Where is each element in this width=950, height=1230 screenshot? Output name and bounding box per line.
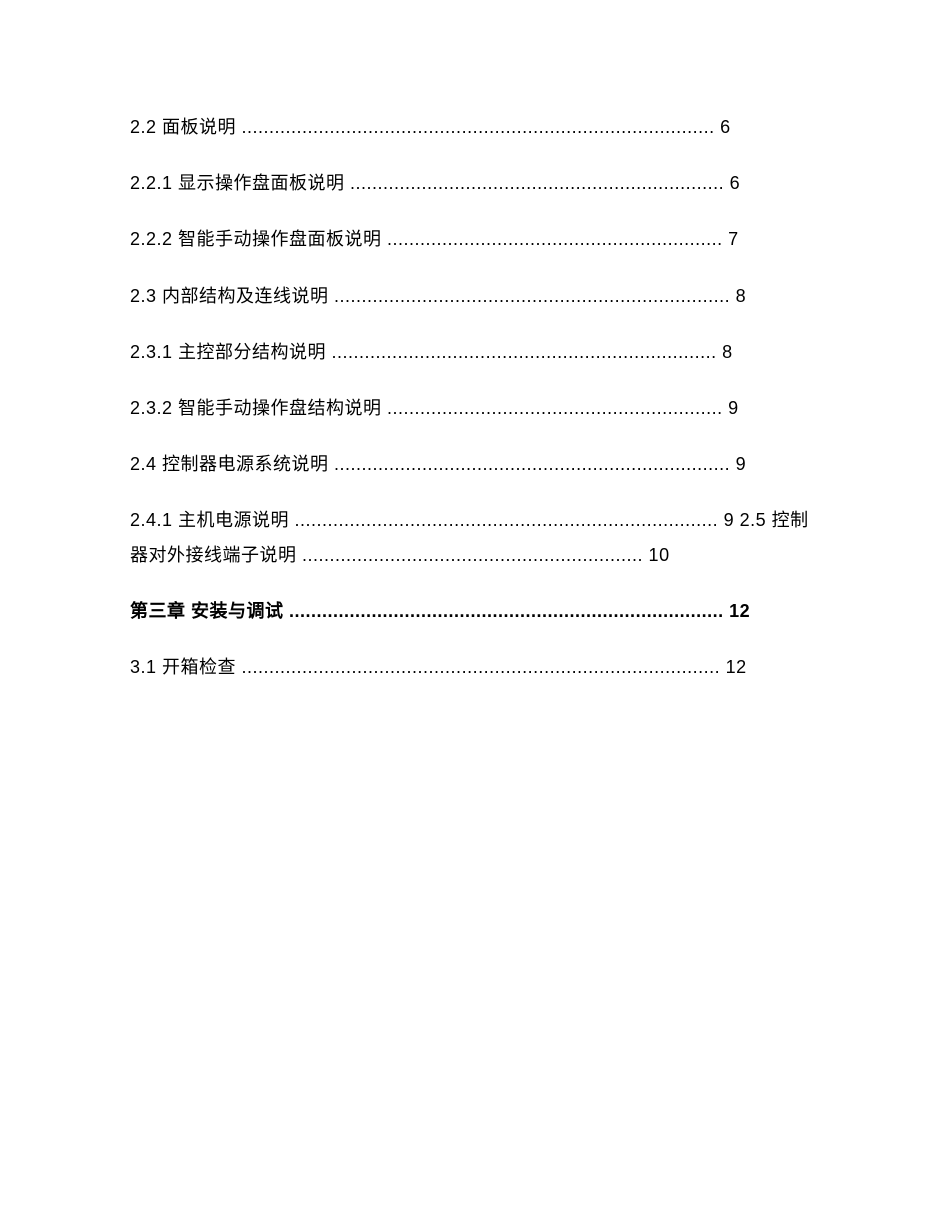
toc-entry: 2.2.2 智能手动操作盘面板说明 ......................… [130,222,820,256]
toc-entry: 2.2.1 显示操作盘面板说明 ........................… [130,166,820,200]
toc-entry: 2.4 控制器电源系统说明 ..........................… [130,447,820,481]
toc-entry: 2.3.1 主控部分结构说明 .........................… [130,335,820,369]
toc-entry: 2.2 面板说明 ...............................… [130,110,820,144]
table-of-contents: 2.2 面板说明 ...............................… [130,110,820,684]
toc-entry: 3.1 开箱检查 ...............................… [130,650,820,684]
toc-entry: 2.3.2 智能手动操作盘结构说明 ......................… [130,391,820,425]
toc-entry: 2.4.1 主机电源说明 ...........................… [130,503,820,571]
toc-entry: 第三章 安装与调试 ..............................… [130,594,820,628]
toc-entry: 2.3 内部结构及连线说明 ..........................… [130,279,820,313]
